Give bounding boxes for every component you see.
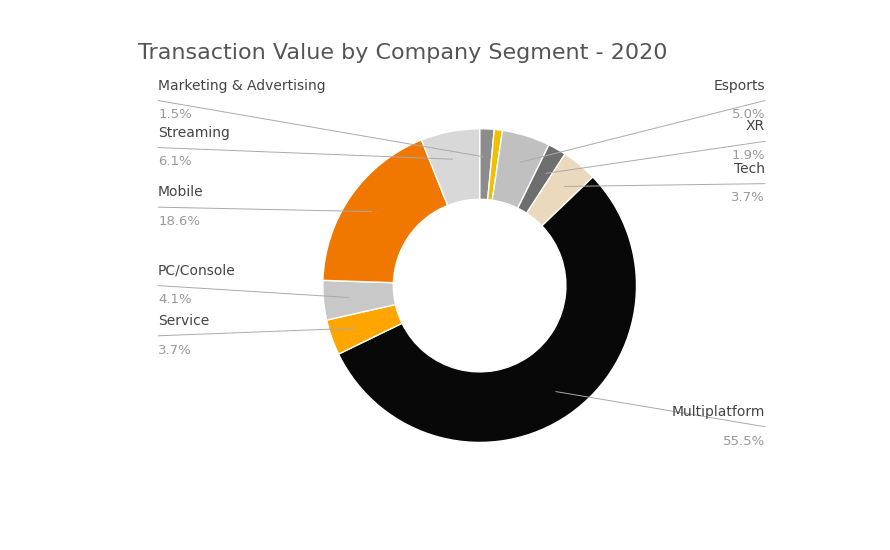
Text: 4.1%: 4.1% [158, 294, 191, 306]
Wedge shape [480, 129, 494, 200]
Wedge shape [422, 129, 480, 206]
Wedge shape [488, 129, 503, 200]
Text: 18.6%: 18.6% [158, 215, 200, 228]
Wedge shape [327, 305, 402, 354]
Wedge shape [527, 154, 593, 226]
Text: Mobile: Mobile [158, 185, 204, 199]
Text: Service: Service [158, 314, 209, 328]
Text: 1.9%: 1.9% [732, 149, 765, 162]
Text: 3.7%: 3.7% [158, 344, 192, 356]
Text: Esports: Esports [714, 79, 765, 92]
Text: 5.0%: 5.0% [732, 108, 765, 122]
Wedge shape [338, 177, 636, 442]
Text: 3.7%: 3.7% [732, 191, 765, 205]
Text: Transaction Value by Company Segment - 2020: Transaction Value by Company Segment - 2… [138, 43, 668, 63]
Text: Marketing & Advertising: Marketing & Advertising [158, 79, 326, 92]
Wedge shape [323, 280, 395, 320]
Wedge shape [492, 130, 549, 208]
Text: PC/Console: PC/Console [158, 264, 236, 278]
Wedge shape [323, 140, 448, 283]
Text: XR: XR [746, 119, 765, 134]
Text: Streaming: Streaming [158, 126, 230, 140]
Text: Tech: Tech [734, 162, 765, 176]
Text: Multiplatform: Multiplatform [672, 405, 765, 419]
Text: 1.5%: 1.5% [158, 108, 192, 122]
Text: 6.1%: 6.1% [158, 156, 191, 168]
Wedge shape [518, 145, 565, 213]
Text: 55.5%: 55.5% [723, 434, 765, 448]
